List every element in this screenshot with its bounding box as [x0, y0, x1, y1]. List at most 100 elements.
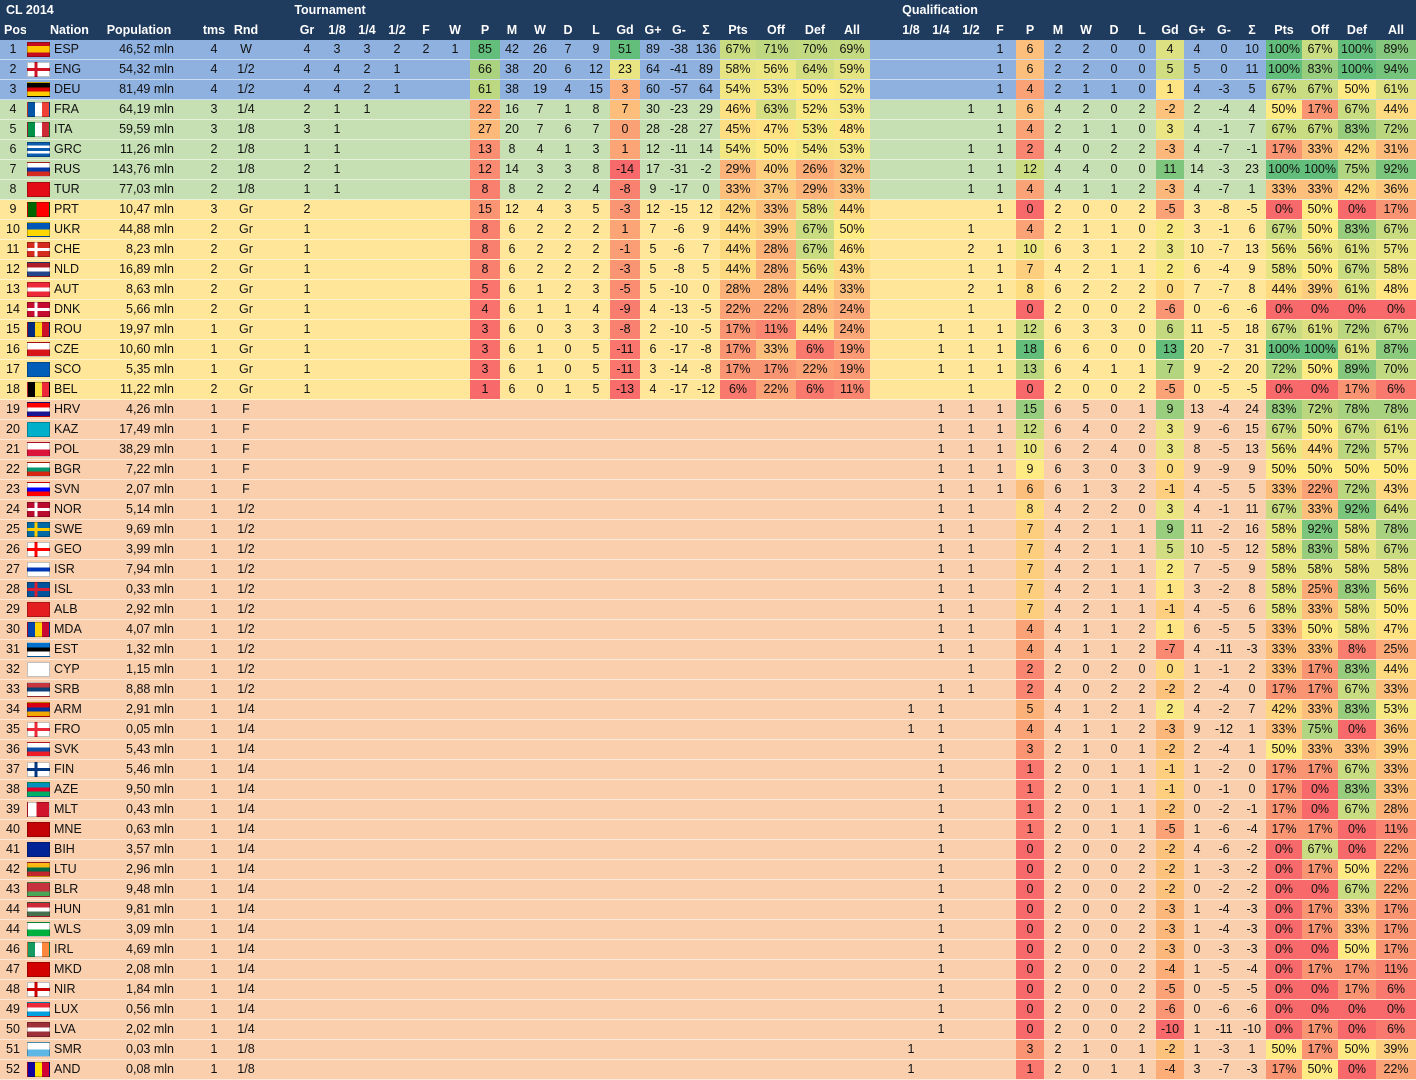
cell-t-p: 22 — [470, 100, 500, 119]
table-row: 41 BIH 3,57 mln 1 1/4 1 0 2 0 0 2 -2 4 -6 -2 0% 67% 0% 22% — [0, 840, 1416, 860]
cell-population: 19,97 mln — [119, 322, 174, 336]
cell-q-off: 50% — [1302, 420, 1338, 439]
cell-t-m: 6 — [508, 222, 516, 236]
cell-q-l: 0 — [1138, 122, 1146, 136]
cell-q-m: 2 — [1054, 1002, 1062, 1016]
cell-q-w: 0 — [1082, 762, 1090, 776]
header-nation: Nation — [50, 23, 89, 37]
cell-q-l: 1 — [1138, 782, 1146, 796]
cell-q-sum: 6 — [1248, 222, 1256, 236]
cell-t-off: 71% — [756, 40, 796, 59]
cell-population: 81,49 mln — [119, 82, 174, 96]
cell-q-l: 2 — [1138, 1022, 1146, 1036]
cell-q-f: 1 — [996, 142, 1004, 156]
cell-t-def: 67% — [796, 220, 834, 239]
cell-q-ga: -2 — [1218, 762, 1230, 776]
cell-q-w: 0 — [1082, 922, 1090, 936]
cell-t-all: 33% — [834, 280, 870, 299]
cell-t-gf: 4 — [649, 382, 657, 396]
cell-t-p: 8 — [470, 240, 500, 259]
cell-t-all: 11% — [834, 380, 870, 399]
cell-q-pts: 56% — [1266, 240, 1302, 259]
cell-q-off: 0% — [1302, 880, 1338, 899]
cell-q-off: 33% — [1302, 740, 1338, 759]
cell-q-gf: 4 — [1193, 122, 1201, 136]
cell-t-gd: -11 — [610, 360, 640, 379]
cell-q-pts: 33% — [1266, 720, 1302, 739]
table-row: 5 ITA 59,59 mln 3 1/8 3 1 27 20 7 6 7 0 28 -28 27 45% 47%… — [0, 120, 1416, 140]
cell-t-gd: -8 — [610, 180, 640, 199]
cell-q-off: 17% — [1302, 680, 1338, 699]
cell-rnd: 1/4 — [237, 722, 255, 736]
flag-icon — [27, 682, 50, 697]
cell-population: 3,57 mln — [126, 842, 174, 856]
cell-q-qf: 1 — [937, 522, 945, 536]
cell-q-l: 1 — [1138, 702, 1146, 716]
cell-t-def: 70% — [796, 40, 834, 59]
cell-q-ga: 0 — [1220, 62, 1228, 76]
cell-q-w: 2 — [1082, 502, 1090, 516]
cell-q-w: 2 — [1082, 262, 1090, 276]
cell-t-gr: 1 — [303, 302, 311, 316]
cell-t-d: 3 — [564, 322, 572, 336]
cell-t-d: 6 — [564, 62, 572, 76]
header-t-d: D — [563, 23, 573, 37]
cell-q-sum: 7 — [1248, 702, 1256, 716]
header-q-qf: 1/4 — [932, 23, 950, 37]
cell-q-sum: 8 — [1248, 282, 1256, 296]
cell-q-ga: -5 — [1218, 482, 1230, 496]
table-row: 52 AND 0,08 mln 1 1/8 1 1 2 0 1 1 -4 3 -7 -3 17% 50% 0% 22… — [0, 1060, 1416, 1080]
cell-q-sf: 1 — [967, 362, 975, 376]
cell-q-off: 50% — [1302, 1060, 1338, 1079]
cell-q-def: 0% — [1338, 720, 1376, 739]
cell-q-p: 7 — [1016, 580, 1044, 599]
cell-t-qf: 3 — [363, 42, 371, 56]
header-q-r16: 1/8 — [902, 23, 920, 37]
cell-t-m: 6 — [508, 322, 516, 336]
cell-t-sum: -2 — [700, 162, 712, 176]
cell-q-sum: 1 — [1248, 722, 1256, 736]
cell-q-qf: 1 — [937, 582, 945, 596]
cell-q-gd: 2 — [1156, 700, 1184, 719]
cell-q-off: 61% — [1302, 320, 1338, 339]
cell-rnd: 1/4 — [237, 982, 255, 996]
flag-icon — [27, 282, 50, 297]
cell-q-qf: 1 — [937, 782, 945, 796]
cell-q-gf: 0 — [1193, 1002, 1201, 1016]
cell-t-sum: 29 — [699, 102, 713, 116]
cell-q-def: 78% — [1338, 400, 1376, 419]
cell-t-sum: -5 — [700, 302, 712, 316]
table-row: 22 BGR 7,22 mln 1 F 1 1 1 9 6 3 0 3 0 9 -9 9 50% 50% 50% 50% — [0, 460, 1416, 480]
cell-t-gf: 12 — [646, 142, 660, 156]
cell-q-d: 3 — [1110, 482, 1118, 496]
cell-q-w: 0 — [1082, 1062, 1090, 1076]
cell-t-gf: 12 — [646, 202, 660, 216]
cell-t-all: 69% — [834, 40, 870, 59]
cell-q-sf: 1 — [967, 422, 975, 436]
cell-t-ga: -13 — [669, 302, 689, 316]
cell-q-l: 2 — [1138, 102, 1146, 116]
cell-q-m: 2 — [1054, 742, 1062, 756]
cell-q-gd: -2 — [1156, 880, 1184, 899]
cell-q-f: 1 — [996, 122, 1004, 136]
cell-q-m: 2 — [1054, 922, 1062, 936]
cell-q-w: 0 — [1082, 982, 1090, 996]
cell-nation: FRA — [54, 102, 79, 116]
cell-q-m: 2 — [1054, 382, 1062, 396]
table-row: 34 ARM 2,91 mln 1 1/4 1 1 5 4 1 2 1 2 4 -2 7 42% 33% 83% 53… — [0, 700, 1416, 720]
cell-q-d: 0 — [1110, 842, 1118, 856]
cell-q-p: 6 — [1016, 60, 1044, 79]
cell-q-off: 83% — [1302, 60, 1338, 79]
cell-q-l: 1 — [1138, 262, 1146, 276]
cell-q-ga: -3 — [1218, 1042, 1230, 1056]
cell-q-all: 22% — [1376, 880, 1416, 899]
cell-q-all: 67% — [1376, 220, 1416, 239]
cell-q-gd: 3 — [1156, 440, 1184, 459]
cell-nation: LVA — [54, 1022, 76, 1036]
cell-t-all: 46% — [834, 240, 870, 259]
flag-icon — [27, 462, 50, 477]
cell-t-pts: 17% — [720, 340, 756, 359]
cell-q-gd: 5 — [1156, 60, 1184, 79]
cell-q-p: 12 — [1016, 320, 1044, 339]
cell-q-l: 1 — [1138, 602, 1146, 616]
